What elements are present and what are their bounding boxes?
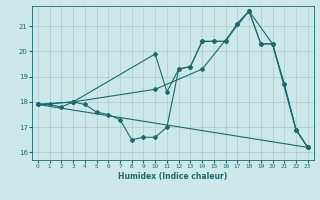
X-axis label: Humidex (Indice chaleur): Humidex (Indice chaleur) (118, 172, 228, 181)
